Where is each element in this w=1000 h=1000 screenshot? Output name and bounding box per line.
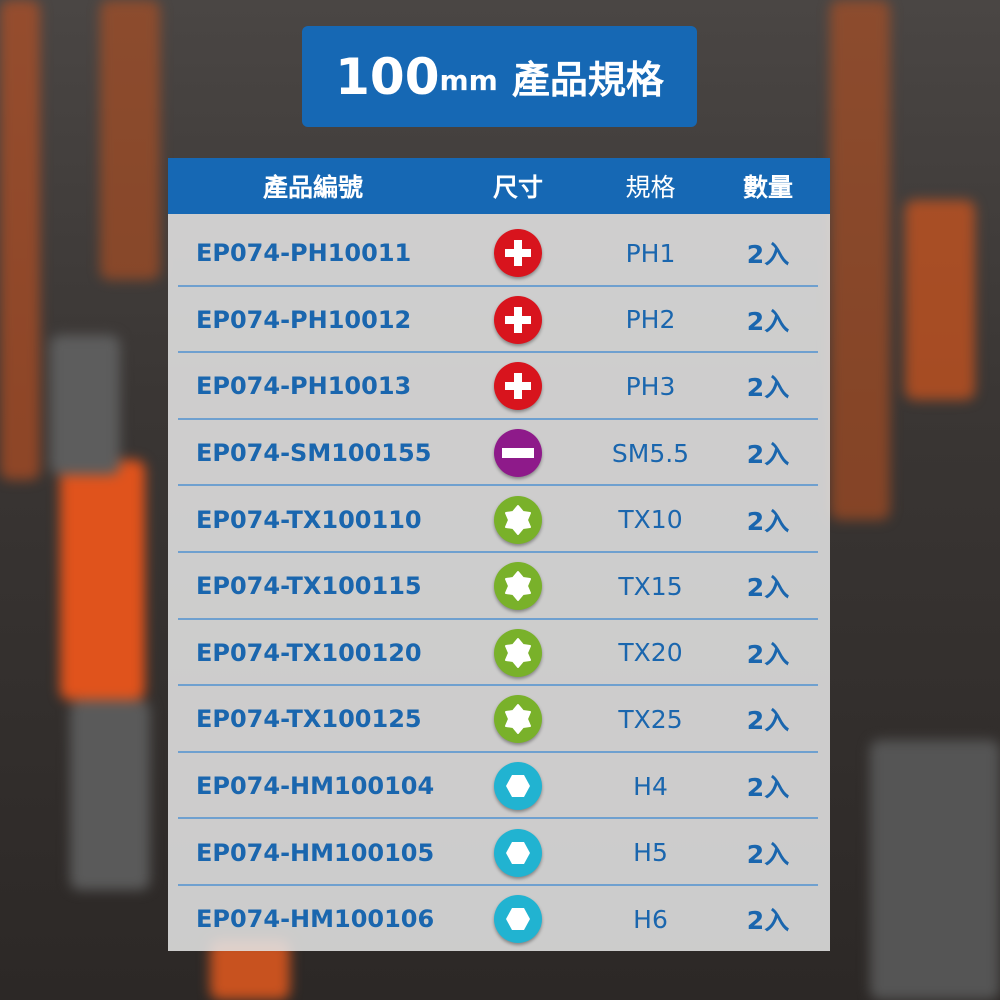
header-size: 尺寸: [492, 173, 543, 202]
torx-icon: [494, 562, 542, 611]
spec-table: 產品編號 尺寸 規格 數量 EP074-PH10011 PH1 2入 EP074-…: [168, 158, 830, 951]
size-cell: [478, 287, 558, 354]
size-cell: [478, 886, 558, 953]
size-cell: [478, 753, 558, 820]
table-row: EP074-PH10013 PH3 2入: [168, 353, 830, 420]
qty-cell: 2入: [746, 639, 790, 669]
qty-cell: 2入: [746, 373, 790, 403]
torx-icon: [494, 628, 542, 677]
spec-cell: TX10: [618, 505, 683, 535]
header-code: 產品編號: [262, 173, 363, 202]
header-qty: 數量: [742, 173, 793, 202]
qty-cell: 2入: [746, 573, 790, 603]
title-size: 100: [335, 47, 440, 106]
spec-cell: PH2: [625, 305, 676, 335]
spec-cell: PH1: [625, 238, 676, 268]
size-cell: [478, 686, 558, 753]
product-code: EP074-TX100120: [196, 638, 422, 667]
spec-cell: H5: [633, 838, 668, 868]
qty-cell: 2入: [746, 506, 790, 536]
table-row: EP074-TX100110 TX10 2入: [168, 486, 830, 553]
qty-cell: 2入: [746, 839, 790, 869]
spec-cell: TX20: [618, 638, 683, 668]
table-row: EP074-SM100155 SM5.5 2入: [168, 420, 830, 487]
table-row: EP074-TX100120 TX20 2入: [168, 620, 830, 687]
table-row: EP074-TX100115 TX15 2入: [168, 553, 830, 620]
title-text: 產品規格: [511, 58, 664, 102]
size-cell: [478, 353, 558, 420]
qty-cell: 2入: [746, 240, 790, 270]
size-cell: [478, 620, 558, 687]
qty-cell: 2入: [746, 706, 790, 736]
table-row: EP074-HM100106 H6 2入: [168, 886, 830, 953]
product-code: EP074-HM100104: [196, 772, 435, 801]
table-row: EP074-TX100125 TX25 2入: [168, 686, 830, 753]
torx-icon: [494, 695, 542, 744]
spec-cell: PH3: [625, 371, 676, 401]
spec-cell: H4: [633, 771, 668, 801]
size-cell: [478, 486, 558, 553]
qty-cell: 2入: [746, 440, 790, 470]
phillips-icon: [494, 295, 542, 344]
product-code: EP074-SM100155: [196, 439, 432, 468]
product-code: EP074-TX100125: [196, 705, 422, 734]
table-row: EP074-PH10012 PH2 2入: [168, 287, 830, 354]
product-code: EP074-HM100105: [196, 838, 435, 867]
slotted-icon: [494, 429, 542, 478]
hex-icon: [494, 828, 542, 877]
page-title: 100 mm 產品規格: [302, 26, 697, 127]
spec-cell: SM5.5: [611, 438, 690, 468]
phillips-icon: [494, 362, 542, 411]
size-cell: [478, 553, 558, 620]
table-row: EP074-HM100104 H4 2入: [168, 753, 830, 820]
header-spec: 規格: [625, 173, 676, 202]
size-cell: [478, 220, 558, 287]
product-code: EP074-TX100115: [196, 572, 422, 601]
torx-icon: [494, 495, 542, 544]
hex-icon: [494, 762, 542, 811]
product-code: EP074-TX100110: [196, 505, 422, 534]
size-cell: [478, 819, 558, 886]
table-row: EP074-HM100105 H5 2入: [168, 819, 830, 886]
product-code: EP074-PH10013: [196, 372, 412, 401]
table-row: EP074-PH10011 PH1 2入: [168, 220, 830, 287]
spec-cell: TX25: [618, 704, 683, 734]
product-code: EP074-HM100106: [196, 905, 435, 934]
qty-cell: 2入: [746, 306, 790, 336]
product-code: EP074-PH10012: [196, 305, 412, 334]
size-cell: [478, 420, 558, 487]
qty-cell: 2入: [746, 773, 790, 803]
hex-icon: [494, 895, 542, 944]
qty-cell: 2入: [746, 906, 790, 936]
spec-cell: TX15: [618, 571, 683, 601]
title-unit: mm: [439, 64, 498, 97]
spec-cell: H6: [633, 904, 668, 934]
phillips-icon: [494, 229, 542, 278]
product-code: EP074-PH10011: [196, 239, 412, 268]
table-header: 產品編號 尺寸 規格 數量: [168, 158, 830, 214]
